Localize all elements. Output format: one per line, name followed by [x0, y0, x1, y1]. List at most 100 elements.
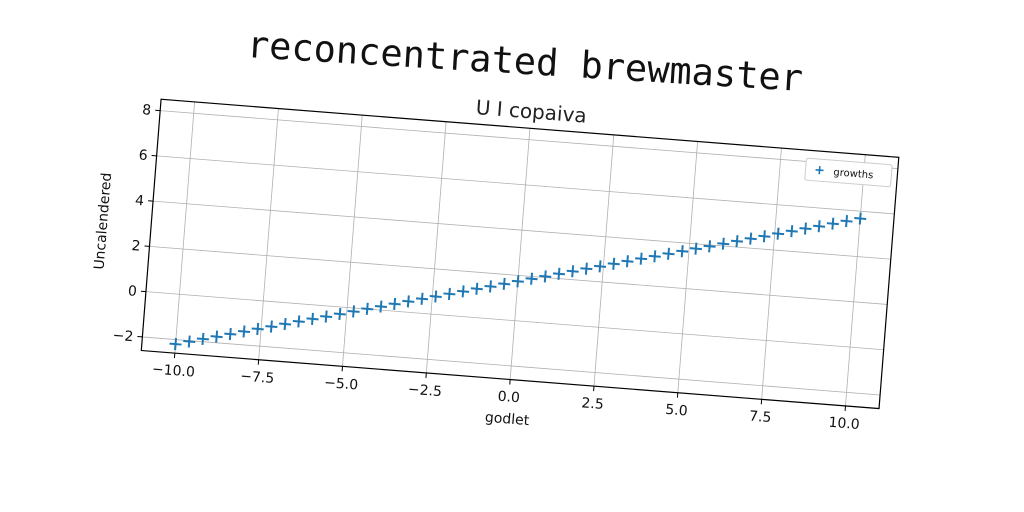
data-point-vbar — [776, 227, 780, 240]
x-tick-label: 2.5 — [581, 395, 604, 413]
x-tick-label: 10.0 — [828, 415, 860, 433]
data-point-vbar — [803, 222, 807, 235]
data-point — [320, 310, 333, 323]
legend: growths — [804, 157, 893, 188]
x-tick-label: 5.0 — [665, 402, 688, 420]
data-point-vbar — [406, 295, 410, 308]
data-point-vbar — [475, 282, 479, 295]
x-gridline — [677, 141, 698, 393]
data-point — [744, 232, 757, 245]
y-axis-label: Uncalendered — [92, 172, 116, 270]
data-point-vbar — [215, 330, 219, 343]
y-tick-label: 0 — [127, 283, 137, 300]
chart-title: U I copaiva — [475, 95, 588, 128]
data-point — [607, 257, 620, 270]
data-point-vbar — [667, 247, 670, 260]
data-point-vbar — [543, 270, 547, 283]
data-point — [402, 295, 415, 308]
data-point — [662, 247, 675, 260]
data-point-vbar — [584, 262, 588, 275]
y-tick-label: 6 — [138, 147, 148, 164]
x-axis-label: godlet — [484, 410, 530, 429]
data-point-vbar — [694, 242, 698, 255]
data-point — [730, 235, 744, 248]
data-point-vbar — [721, 237, 725, 250]
data-point — [183, 335, 196, 348]
data-point-vbar — [201, 332, 205, 346]
x-gridline — [761, 148, 782, 400]
y-gridline — [156, 155, 895, 215]
data-point — [361, 302, 374, 315]
data-point-vbar — [749, 232, 753, 245]
data-point-vbar — [516, 275, 520, 288]
data-point-vbar — [461, 285, 465, 298]
data-point-vbar — [790, 225, 794, 238]
data-point-vbar — [434, 290, 438, 303]
x-gridline — [845, 154, 866, 406]
data-point-vbar — [639, 252, 643, 265]
data-point — [251, 322, 264, 335]
data-point — [648, 250, 661, 263]
data-point — [210, 330, 223, 343]
data-point-vbar — [297, 315, 301, 328]
data-point-vbar — [174, 338, 178, 351]
x-gridline — [425, 121, 447, 373]
data-point — [593, 260, 607, 273]
x-tick-label: 7.5 — [749, 408, 772, 426]
data-point — [525, 272, 538, 285]
data-point — [196, 332, 210, 346]
data-point-vbar — [447, 287, 451, 300]
data-point-vbar — [228, 327, 232, 341]
data-point-vbar — [612, 257, 616, 270]
data-point-vbar — [735, 235, 739, 248]
data-point — [374, 300, 388, 313]
scatter-points — [169, 212, 867, 351]
data-point-vbar — [598, 260, 602, 273]
x-gridline — [342, 115, 363, 367]
data-point-vbar — [557, 267, 561, 280]
data-point — [333, 307, 346, 321]
data-point-vbar — [324, 310, 328, 323]
data-point — [813, 220, 826, 233]
data-point — [772, 227, 785, 240]
data-point — [498, 277, 511, 290]
y-gridline — [153, 200, 891, 260]
x-axis-ticks: −10.0 −7.5 −5.0 −2.5 0.0 2.5 5.0 7.5 10.0 — [151, 353, 860, 433]
data-point — [347, 305, 360, 318]
data-point-vbar — [338, 307, 342, 321]
data-point-vbar — [379, 300, 383, 313]
y-tick-label: −2 — [112, 328, 134, 346]
y-tick-label: 2 — [131, 238, 141, 255]
data-point-vbar — [502, 277, 506, 290]
data-point — [443, 287, 456, 300]
x-tick-label: −7.5 — [240, 368, 275, 387]
data-point — [470, 282, 483, 295]
data-point — [676, 245, 689, 258]
data-point-vbar — [489, 280, 492, 293]
y-gridline — [142, 336, 881, 396]
data-point-vbar — [365, 302, 369, 315]
y-gridline — [160, 110, 898, 170]
data-point — [279, 317, 292, 331]
data-point-vbar — [571, 265, 575, 278]
x-tick-label: 0.0 — [497, 389, 520, 407]
data-point — [580, 262, 593, 275]
axes: −10.0 −7.5 −5.0 −2.5 0.0 2.5 5.0 7.5 10.0 −2 0 2 4 6… — [92, 95, 900, 433]
data-point — [511, 275, 524, 288]
data-point-vbar — [680, 245, 684, 258]
legend-marker — [815, 166, 824, 175]
data-point — [826, 217, 839, 230]
y-tick-label: 4 — [134, 193, 144, 210]
x-gridline — [174, 101, 196, 354]
data-point — [854, 212, 867, 225]
y-gridline — [145, 291, 884, 351]
data-point — [415, 292, 429, 305]
data-point-vbar — [708, 240, 712, 253]
legend-frame — [804, 157, 893, 188]
y-tick-label: 8 — [142, 102, 152, 119]
data-point — [635, 252, 648, 265]
data-point-vbar — [530, 272, 534, 285]
x-tick-label: −10.0 — [151, 361, 195, 380]
data-point-vbar — [393, 297, 397, 311]
